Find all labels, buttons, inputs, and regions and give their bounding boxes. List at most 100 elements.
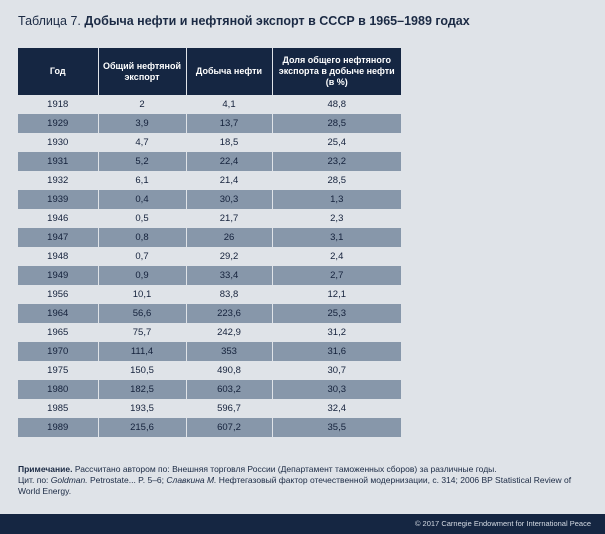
table-header-row: Год Общий нефтяной экспорт Добыча нефти … — [18, 48, 401, 95]
cell-year: 1930 — [18, 133, 98, 152]
cell-production: 18,5 — [185, 133, 272, 152]
cell-export-share: 23,2 — [271, 152, 401, 171]
header-export-share: Доля общего нефтяного экспорта в добыче … — [271, 48, 401, 95]
citation-author-2: Славкина М. — [166, 475, 217, 485]
cell-year: 1965 — [18, 323, 98, 342]
citation-rest: Нефтегазовый фактор отечественной модерн… — [18, 475, 572, 496]
table-row: 1918 2 4,1 48,8 — [18, 95, 401, 114]
cell-year: 1956 — [18, 285, 98, 304]
cell-year: 1964 — [18, 304, 98, 323]
cell-production: 22,4 — [185, 152, 272, 171]
cell-production: 33,4 — [185, 266, 272, 285]
cell-export-share: 30,7 — [271, 361, 401, 380]
table-row: 1947 0,8 26 3,1 — [18, 228, 401, 247]
cell-year: 1946 — [18, 209, 98, 228]
cell-total-export: 0,9 — [97, 266, 186, 285]
cell-production: 29,2 — [185, 247, 272, 266]
cell-export-share: 48,8 — [271, 95, 401, 114]
cell-total-export: 215,6 — [97, 418, 186, 437]
cell-total-export: 193,5 — [97, 399, 186, 418]
table-row: 1948 0,7 29,2 2,4 — [18, 247, 401, 266]
table-row: 1985 193,5 596,7 32,4 — [18, 399, 401, 418]
cell-production: 13,7 — [185, 114, 272, 133]
cell-total-export: 56,6 — [97, 304, 186, 323]
cell-production: 21,4 — [185, 171, 272, 190]
cell-export-share: 2,7 — [271, 266, 401, 285]
note-text: Рассчитано автором по: Внешняя торговля … — [72, 464, 497, 474]
cell-export-share: 1,3 — [271, 190, 401, 209]
cell-year: 1980 — [18, 380, 98, 399]
table-row: 1929 3,9 13,7 28,5 — [18, 114, 401, 133]
cell-export-share: 31,6 — [271, 342, 401, 361]
oil-data-table: Год Общий нефтяной экспорт Добыча нефти … — [18, 48, 401, 437]
cell-total-export: 5,2 — [97, 152, 186, 171]
cell-year: 1932 — [18, 171, 98, 190]
cell-export-share: 32,4 — [271, 399, 401, 418]
cell-total-export: 75,7 — [97, 323, 186, 342]
note-label: Примечание. — [18, 464, 73, 474]
table-row: 1965 75,7 242,9 31,2 — [18, 323, 401, 342]
cell-total-export: 10,1 — [97, 285, 186, 304]
table-row: 1975 150,5 490,8 30,7 — [18, 361, 401, 380]
cell-production: 490,8 — [185, 361, 272, 380]
cell-export-share: 35,5 — [271, 418, 401, 437]
table-row: 1946 0,5 21,7 2,3 — [18, 209, 401, 228]
cell-export-share: 3,1 — [271, 228, 401, 247]
citation-prefix: Цит. по: — [18, 475, 51, 485]
cell-production: 83,8 — [185, 285, 272, 304]
cell-total-export: 0,5 — [97, 209, 186, 228]
cell-export-share: 25,4 — [271, 133, 401, 152]
table-row: 1930 4,7 18,5 25,4 — [18, 133, 401, 152]
cell-total-export: 3,9 — [97, 114, 186, 133]
table-caption: Добыча нефти и нефтяной экспорт в СССР в… — [84, 14, 470, 28]
cell-year: 1975 — [18, 361, 98, 380]
cell-export-share: 28,5 — [271, 171, 401, 190]
header-production: Добыча нефти — [185, 48, 272, 95]
table-row: 1932 6,1 21,4 28,5 — [18, 171, 401, 190]
table-row: 1980 182,5 603,2 30,3 — [18, 380, 401, 399]
cell-production: 242,9 — [185, 323, 272, 342]
table-row: 1939 0,4 30,3 1,3 — [18, 190, 401, 209]
cell-year: 1948 — [18, 247, 98, 266]
table-row: 1964 56,6 223,6 25,3 — [18, 304, 401, 323]
cell-production: 223,6 — [185, 304, 272, 323]
table-row: 1989 215,6 607,2 35,5 — [18, 418, 401, 437]
cell-year: 1989 — [18, 418, 98, 437]
cell-year: 1970 — [18, 342, 98, 361]
cell-year: 1931 — [18, 152, 98, 171]
cell-total-export: 0,4 — [97, 190, 186, 209]
cell-export-share: 2,3 — [271, 209, 401, 228]
citation-line: Цит. по: Goldman. Petrostate... P. 5–6; … — [18, 475, 588, 497]
table-row: 1949 0,9 33,4 2,7 — [18, 266, 401, 285]
cell-total-export: 2 — [97, 95, 186, 114]
table-row: 1931 5,2 22,4 23,2 — [18, 152, 401, 171]
cell-year: 1939 — [18, 190, 98, 209]
cell-production: 353 — [185, 342, 272, 361]
cell-production: 603,2 — [185, 380, 272, 399]
cell-year: 1985 — [18, 399, 98, 418]
cell-production: 4,1 — [185, 95, 272, 114]
note-line: Примечание. Рассчитано автором по: Внешн… — [18, 464, 588, 475]
cell-export-share: 25,3 — [271, 304, 401, 323]
cell-total-export: 111,4 — [97, 342, 186, 361]
citation-author-1: Goldman. — [50, 475, 88, 485]
cell-total-export: 0,7 — [97, 247, 186, 266]
cell-export-share: 30,3 — [271, 380, 401, 399]
cell-export-share: 12,1 — [271, 285, 401, 304]
cell-export-share: 31,2 — [271, 323, 401, 342]
table-title: Таблица 7. Добыча нефти и нефтяной экспо… — [18, 14, 470, 28]
cell-production: 26 — [185, 228, 272, 247]
cell-production: 21,7 — [185, 209, 272, 228]
cell-production: 30,3 — [185, 190, 272, 209]
table-notes: Примечание. Рассчитано автором по: Внешн… — [18, 464, 588, 497]
cell-total-export: 150,5 — [97, 361, 186, 380]
cell-total-export: 182,5 — [97, 380, 186, 399]
cell-export-share: 28,5 — [271, 114, 401, 133]
table-row: 1956 10,1 83,8 12,1 — [18, 285, 401, 304]
cell-production: 596,7 — [185, 399, 272, 418]
copyright-text: © 2017 Carnegie Endowment for Internatio… — [414, 519, 591, 528]
cell-year: 1947 — [18, 228, 98, 247]
cell-production: 607,2 — [185, 418, 272, 437]
citation-middle: Petrostate... P. 5–6; — [87, 475, 167, 485]
table-row: 1970 111,4 353 31,6 — [18, 342, 401, 361]
